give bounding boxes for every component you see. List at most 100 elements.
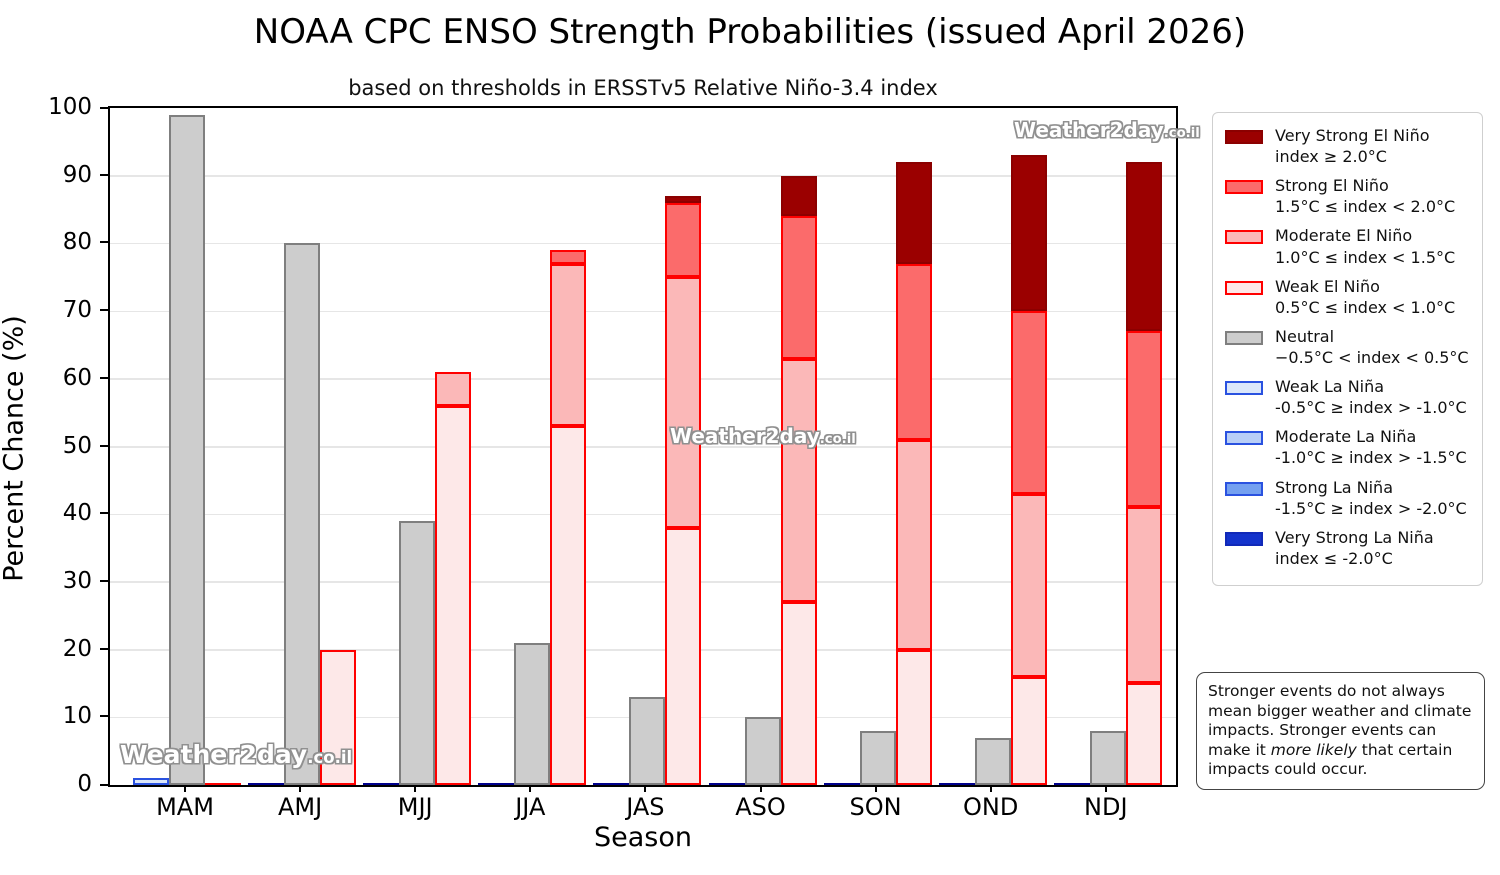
bar-segment-NDJ-moderate-el-niño [1125,507,1162,684]
legend-swatch [1225,230,1263,245]
legend-entry-weak-el-niño: Weak El Niño 0.5°C ≤ index < 1.0°C [1225,276,1470,318]
y-tick-label-0: 0 [77,771,92,797]
legend-label: Weak La Niña -0.5°C ≥ index > -1.0°C [1275,377,1467,418]
note-box: Stronger events do not always mean bigge… [1196,672,1485,790]
bar-segment-NDJ-weak-el-niño [1125,683,1162,785]
y-tick-50 [100,444,108,447]
bar-segment-OND-moderate-el-niño [1010,493,1047,677]
watermark: Weather2day.co.il [120,740,352,769]
gridline-40 [110,513,1176,516]
y-tick-label-60: 60 [62,364,92,391]
bar-segment-MJJ-moderate-el-niño [435,372,472,406]
bar-segment-OND-strong-el-niño [1010,311,1047,494]
x-tick-label-ASO: ASO [735,793,786,821]
bar-segment-JAS-strong-el-niño [665,202,702,278]
bar-segment-JAS-neutral [629,697,666,785]
legend-swatch [1225,381,1263,396]
bar-segment-SON-strong-el-niño [895,263,932,440]
gridline-70 [110,310,1176,313]
legend-entry-very-strong-la-niña: Very Strong La Niña index ≤ -2.0°C [1225,527,1470,569]
bar-zero-SON-lanina [823,782,860,785]
legend-entry-moderate-la-niña: Moderate La Niña -1.0°C ≥ index > -1.5°C [1225,426,1470,468]
legend-entry-strong-el-niño: Strong El Niño 1.5°C ≤ index < 2.0°C [1225,175,1470,217]
bar-zero-NDJ-lanina [1053,782,1090,785]
legend-swatch [1225,130,1263,144]
chart-subtitle: based on thresholds in ERSSTv5 Relative … [348,76,938,100]
bar-segment-SON-weak-el-niño [895,649,932,785]
x-tick-MJJ [414,785,417,792]
bar-segment-OND-very-strong-el-niño [1010,155,1047,312]
gridline-80 [110,242,1176,245]
bar-segment-OND-neutral [974,737,1011,785]
bar-zero-OND-lanina [938,782,975,785]
bar-segment-AMJ-neutral [284,243,321,785]
legend-label: Strong El Niño 1.5°C ≤ index < 2.0°C [1275,176,1456,217]
plot-area [108,106,1178,787]
y-tick-label-70: 70 [62,297,92,324]
watermark: Weather2day.co.il [1014,118,1200,142]
legend-swatch [1225,180,1263,195]
watermark-suffix: .co.il [1163,126,1200,141]
y-tick-label-50: 50 [62,432,92,459]
gridline-50 [110,446,1176,448]
bar-segment-NDJ-very-strong-el-niño [1125,162,1162,332]
legend-label: Very Strong El Niño index ≥ 2.0°C [1275,126,1430,167]
y-tick-10 [100,715,108,718]
bar-segment-ASO-neutral [744,717,781,785]
watermark-main: Weather2day [670,424,820,448]
legend: Very Strong El Niño index ≥ 2.0°C Strong E… [1212,112,1483,586]
bar-segment-JAS-weak-el-niño [665,527,702,785]
x-tick-label-AMJ: AMJ [277,793,323,821]
bar-segment-JAS-very-strong-el-niño [665,196,702,203]
x-tick-label-MJJ: MJJ [397,793,433,821]
legend-entry-weak-la-niña: Weak La Niña -0.5°C ≥ index > -1.0°C [1225,376,1470,418]
legend-label: Weak El Niño 0.5°C ≤ index < 1.0°C [1275,276,1456,317]
watermark-main: Weather2day [120,740,308,769]
y-tick-40 [100,512,108,515]
legend-swatch [1225,330,1263,345]
watermark-main: Weather2day [1014,118,1164,142]
x-tick-SON [874,785,877,792]
legend-entry-neutral: Neutral −0.5°C < index < 0.5°C [1225,326,1470,368]
gridline-60 [110,378,1176,380]
bar-segment-JJA-weak-el-niño [550,426,587,785]
bar-segment-JJA-neutral [514,642,551,785]
y-tick-70 [100,309,108,312]
note-text-2: that certain impacts could occur. [1208,740,1453,779]
bar-segment-MJJ-neutral [399,520,436,785]
x-tick-JAS [644,785,647,792]
y-tick-label-30: 30 [62,567,92,594]
x-tick-label-OND: OND [963,793,1019,821]
bar-segment-MAM-weak-la-niña [133,778,169,785]
y-tick-label-10: 10 [62,703,92,730]
x-tick-OND [989,785,992,792]
legend-swatch [1225,481,1263,496]
bar-zero-AMJ-lanina [248,782,285,785]
y-tick-label-40: 40 [62,500,92,527]
y-tick-100 [100,107,108,109]
x-tick-MAM [184,785,186,792]
bar-segment-SON-very-strong-el-niño [895,162,932,264]
bar-segment-OND-weak-el-niño [1010,676,1047,785]
x-tick-label-SON: SON [849,793,902,821]
y-tick-60 [100,376,108,379]
gridline-20 [110,649,1176,651]
bar-zero-JAS-lanina [593,782,630,785]
bar-segment-ASO-strong-el-niño [780,216,817,359]
bar-segment-NDJ-neutral [1089,730,1126,785]
bar-segment-JJA-moderate-el-niño [550,263,587,427]
bar-segment-SON-moderate-el-niño [895,439,932,650]
y-axis-label: Percent Chance (%) [0,315,30,582]
legend-swatch [1225,431,1263,446]
legend-entry-very-strong-el-niño: Very Strong El Niño index ≥ 2.0°C [1225,125,1470,167]
bar-segment-NDJ-strong-el-niño [1125,331,1162,508]
watermark-suffix: .co.il [819,432,856,447]
note-text-1: Stronger events do not always mean bigge… [1208,682,1472,759]
legend-label: Strong La Niña -1.5°C ≥ index > -2.0°C [1275,477,1467,518]
bar-segment-ASO-weak-el-niño [780,602,817,785]
x-tick-label-MAM: MAM [156,793,214,821]
bar-segment-ASO-very-strong-el-niño [780,175,817,217]
y-tick-0 [100,784,108,786]
y-tick-20 [100,647,108,650]
